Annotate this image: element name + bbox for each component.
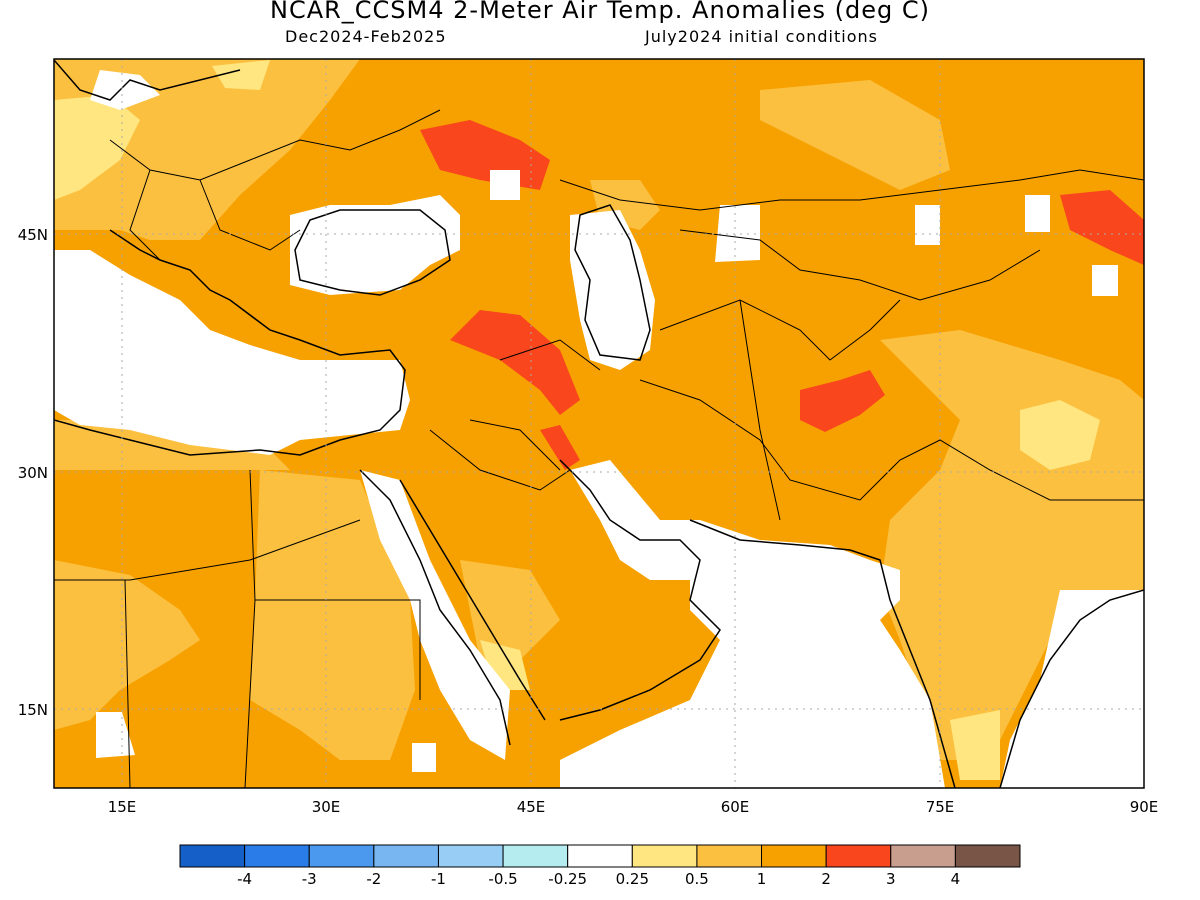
red-sea-coast [359,469,546,746]
map-frame [53,58,1145,789]
legend-label: 2 [821,870,831,888]
lon-label-75E: 75E [926,798,955,816]
legend-label: -1 [431,870,446,888]
lon-axis: 15E 30E 45E 60E 75E 90E [108,798,1159,816]
legend-swatch [373,844,439,868]
legend-swatch [890,844,956,868]
near-zero-patch-lake-chad [96,712,135,758]
europe-borders [109,109,441,261]
near-zero-black-sea [290,195,460,295]
anomaly-region-0.5-1-arabia [460,560,560,660]
legend-label: -4 [237,870,252,888]
legend-label: -3 [302,870,317,888]
near-zero-north-sea [90,70,160,110]
legend-swatch [631,844,698,868]
legend-label: 1 [757,870,767,888]
anomaly-region-0.5-1-siberia [760,80,950,190]
lat-label-15N: 15N [18,701,48,719]
black-sea-coast [294,209,451,296]
near-zero-arabian-sea [560,460,945,788]
anomaly-region-0.25-0.5-tibet [1020,400,1100,470]
forecast-period: Dec2024-Feb2025 [285,27,447,46]
legend-label: 0.5 [685,870,709,888]
lat-label-30N: 30N [18,464,48,482]
legend-label: 3 [886,870,896,888]
anomaly-region-0.25-0.5-west-europe [54,95,140,200]
anomaly-region-0.25-0.5-south-india [950,710,1000,780]
legend-swatch [179,844,246,868]
near-zero-red-sea [360,470,510,760]
anomaly-region-2-3-kuwait [540,425,580,470]
near-zero-balkhash [915,205,940,245]
near-zero-patch-ethiopia [412,743,436,772]
map-title: NCAR_CCSM4 2-Meter Air Temp. Anomalies (… [269,0,930,24]
legend-swatch [825,844,892,868]
lon-label-45E: 45E [517,798,546,816]
legend-swatch [308,844,375,868]
anomaly-region-2-3-turkey-iraq [450,310,580,415]
legend-swatch [567,844,633,868]
legend-swatch [244,844,310,868]
near-zero-aral-sea [715,205,760,262]
anomaly-region-0.5-1-libya [54,420,290,470]
africa-borders [54,469,421,788]
anomaly-fill-layer [54,59,1144,788]
near-zero-patch-russia [490,170,520,200]
legend-label: -0.25 [548,870,587,888]
legend-swatch [696,844,763,868]
lon-label-90E: 90E [1130,798,1159,816]
north-europe-coast [54,59,241,101]
legend-swatch [954,844,1021,868]
lon-label-15E: 15E [108,798,137,816]
near-zero-bay-of-bengal [1000,590,1144,788]
lat-label-45N: 45N [18,226,48,244]
gridlines [54,59,1144,788]
country-borders [54,109,1144,788]
initial-conditions: July2024 initial conditions [645,27,878,46]
near-zero-mediterranean [54,250,410,455]
northern-borders [559,169,1144,301]
legend-swatch [502,844,569,868]
middle-east-borders [429,339,601,491]
coastlines [54,59,1144,788]
mediterranean-coast [54,229,406,456]
lat-axis: 45N 30N 15N [18,226,48,719]
india-coast [689,519,1144,788]
near-zero-caspian-sea [570,210,655,370]
anomaly-region-2-3-mongolia [1060,190,1144,265]
central-asia-borders [639,299,1144,521]
legend-swatch [761,844,827,868]
near-zero-patch-mongolia [1025,195,1050,232]
caspian-coast [574,204,651,361]
legend-label: -0.5 [488,870,517,888]
arabia-coast [559,459,721,721]
legend-label: 0.25 [616,870,649,888]
anomaly-region-2-3-afghanistan [800,370,885,432]
legend-label: 4 [951,870,961,888]
color-legend: -4 -3 -2 -1 -0.5 -0.25 0.25 0.5 1 2 3 4 [179,844,1021,888]
lon-label-30E: 30E [312,798,341,816]
lon-label-60E: 60E [721,798,750,816]
legend-label: -2 [366,870,381,888]
near-zero-patch-china [1092,265,1118,296]
anomaly-region-0.25-0.5-baltic [212,60,270,90]
legend-swatch [437,844,504,868]
anomaly-region-0.5-1-sudan [250,470,415,760]
